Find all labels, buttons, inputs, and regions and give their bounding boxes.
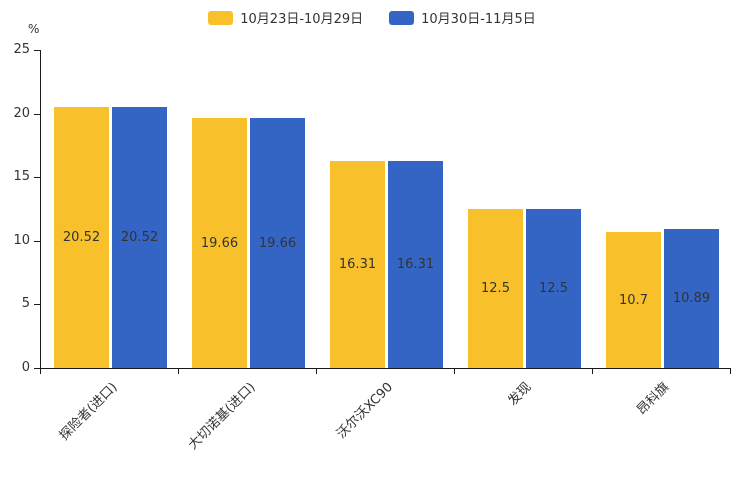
bar-value-label: 20.52 (120, 230, 159, 245)
bar-10月23日-10月29日-探险者(进口): 20.52 (54, 107, 109, 368)
bar-value-label: 16.31 (396, 257, 435, 272)
y-tick-mark (34, 368, 40, 369)
bar-10月30日-11月5日-大切诺基(进口): 19.66 (250, 118, 305, 368)
bar-10月23日-10月29日-昂科旗: 10.7 (606, 232, 661, 368)
bar-10月30日-11月5日-发现: 12.5 (526, 209, 581, 368)
bar-value-label: 19.66 (200, 235, 239, 251)
y-tick-mark (34, 240, 40, 242)
x-category-label: 昂科旗 (634, 379, 673, 419)
x-tick-mark (40, 369, 41, 374)
bar-10月30日-11月5日-探险者(进口): 20.52 (112, 107, 167, 368)
legend-swatch (208, 10, 234, 25)
y-tick-mark (34, 50, 40, 51)
legend-item-0[interactable]: 10月23日-10月29日 (208, 8, 363, 27)
x-category-label: 探险者(进口) (56, 379, 121, 444)
y-tick-label: 0 (21, 360, 30, 375)
bar-value-label: 20.52 (62, 230, 101, 245)
bar-10月23日-10月29日-发现: 12.5 (468, 209, 523, 368)
bar-10月23日-10月29日-大切诺基(进口): 19.66 (192, 118, 247, 368)
x-tick-mark (316, 369, 317, 374)
bar-10月23日-10月29日-沃尔沃XC90: 16.31 (330, 161, 385, 368)
y-axis-unit-label: % (28, 22, 40, 36)
legend-label: 10月30日-11月5日 (421, 12, 536, 27)
y-tick-label: 10 (13, 232, 30, 248)
y-tick-label: 20 (13, 105, 30, 121)
y-tick-label: 5 (21, 296, 30, 312)
y-tick-mark (34, 177, 40, 179)
legend-label: 10月23日-10月29日 (240, 12, 364, 27)
y-tick-label: 25 (13, 42, 30, 57)
x-category-label: 大切诺基(进口) (185, 379, 259, 453)
bar-10月30日-11月5日-沃尔沃XC90: 16.31 (388, 161, 443, 368)
x-tick-mark (178, 369, 179, 374)
legend: 10月23日-10月29日 10月30日-11月5日 (0, 8, 744, 27)
y-tick-label: 15 (13, 169, 30, 185)
bar-value-label: 16.31 (338, 257, 377, 272)
x-category-label: 发现 (505, 379, 535, 409)
y-tick-mark (34, 304, 40, 306)
bar-value-label: 12.5 (539, 281, 568, 296)
x-tick-mark (730, 369, 731, 374)
legend-item-1[interactable]: 10月30日-11月5日 (389, 8, 536, 27)
bar-10月30日-11月5日-昂科旗: 10.89 (664, 229, 719, 368)
plot-area: 20.52 20.52 19.66 19.66 16.31 16.31 12.5 12.5 10… (40, 50, 731, 369)
bar-value-label: 19.66 (258, 235, 297, 251)
bar-value-label: 10.7 (619, 292, 648, 308)
x-tick-mark (592, 369, 593, 374)
legend-swatch (389, 10, 415, 25)
x-category-label: 沃尔沃XC90 (334, 379, 397, 442)
bar-value-label: 12.5 (481, 281, 510, 296)
y-tick-mark (34, 113, 40, 115)
bar-value-label: 10.89 (672, 291, 711, 306)
x-tick-mark (454, 369, 455, 374)
